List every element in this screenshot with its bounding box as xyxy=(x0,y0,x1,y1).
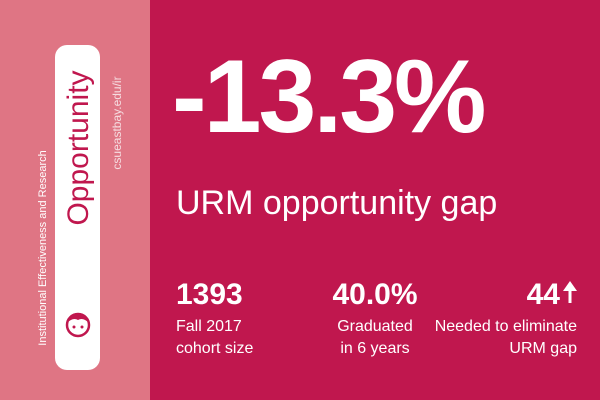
headline-label: URM opportunity gap xyxy=(176,184,497,222)
face-icon xyxy=(65,312,91,338)
url: csueastbay.edu/ir xyxy=(110,76,124,169)
main-panel xyxy=(150,0,600,400)
sidebar-pill xyxy=(55,45,100,370)
stat-value: 1393 xyxy=(176,278,243,311)
stat-label: Graduated xyxy=(337,318,413,335)
stat-label: cohort size xyxy=(176,340,253,357)
stat-label: Needed to eliminate xyxy=(435,318,577,335)
headline-value: -13.3% xyxy=(172,39,484,155)
sidebar-title: Opportunity xyxy=(62,70,95,225)
stat-label: in 6 years xyxy=(340,340,409,357)
up-arrow xyxy=(563,281,577,303)
stat-label: Fall 2017 xyxy=(176,318,242,335)
org-name: Institutional Effectiveness and Research xyxy=(37,150,49,345)
stat-label: URM gap xyxy=(509,340,577,357)
stat-value: 44 xyxy=(527,278,561,311)
stat-value: 40.0% xyxy=(332,278,417,311)
